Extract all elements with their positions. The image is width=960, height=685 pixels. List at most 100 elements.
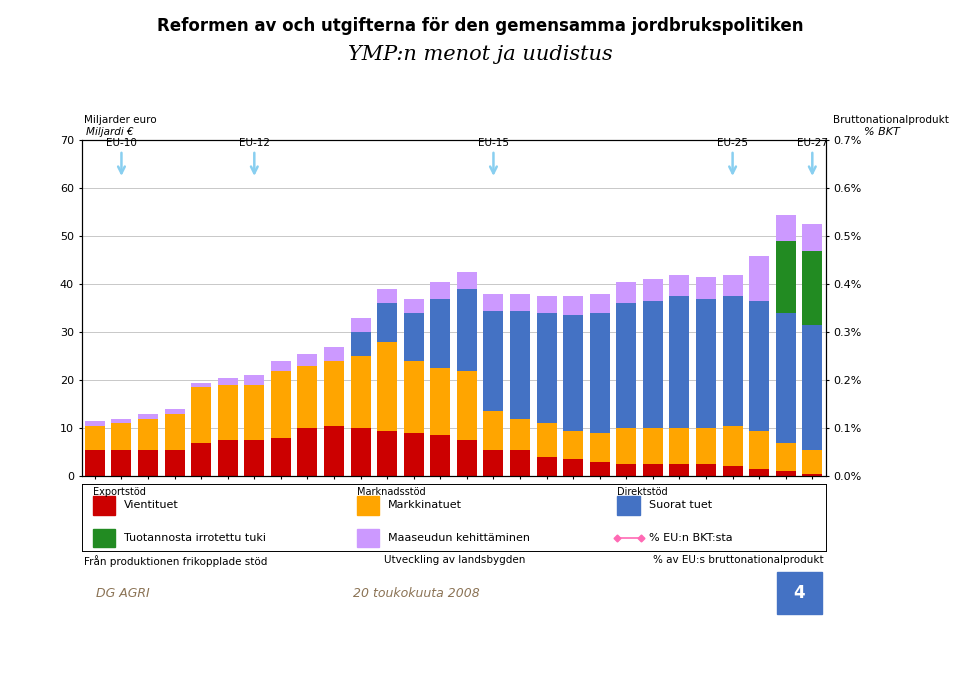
Bar [218,378,238,385]
Bar [93,496,115,514]
Text: YMP:n menot ja uudistus: YMP:n menot ja uudistus [348,45,612,64]
Bar [164,409,184,414]
Bar [749,301,769,431]
Text: Direktstöd: Direktstöd [617,487,668,497]
Bar [669,428,689,464]
Text: EU-10: EU-10 [106,138,137,148]
Bar [510,294,530,311]
Bar [696,277,716,299]
Bar [350,356,371,428]
Bar [537,297,557,313]
Bar [616,464,636,476]
Bar [537,423,557,457]
Text: 4: 4 [794,584,805,602]
Text: Utveckling av landsbygden: Utveckling av landsbygden [384,555,525,565]
Bar [803,474,823,476]
Bar [776,471,796,476]
Bar [643,428,662,464]
Text: Från produktionen frikopplade stöd: Från produktionen frikopplade stöd [84,555,268,566]
Bar [324,361,344,426]
Bar [164,450,184,476]
Bar [404,299,423,313]
Bar [776,215,796,241]
Bar [357,529,379,547]
Bar [723,275,743,297]
Text: EU-12: EU-12 [239,138,270,148]
Bar [778,572,822,614]
Text: % EU:n BKT:sta: % EU:n BKT:sta [649,533,732,543]
Bar [430,299,450,369]
Bar [749,431,769,469]
Bar [271,361,291,371]
Bar [218,440,238,476]
Bar [776,241,796,313]
Text: Vientituet: Vientituet [124,500,179,510]
Bar [669,464,689,476]
Bar [564,297,583,316]
Bar [510,419,530,450]
Bar [776,313,796,443]
Bar [696,428,716,464]
Bar [537,313,557,423]
Text: Markkinatuet: Markkinatuet [388,500,462,510]
Bar [457,289,477,371]
Text: Maaseudun kehittäminen: Maaseudun kehittäminen [388,533,530,543]
Bar [84,426,105,450]
Bar [357,496,379,514]
Bar [377,289,397,303]
Bar [430,282,450,299]
Bar [616,428,636,464]
Text: Reformen av och utgifterna för den gemensamma jordbrukspolitiken: Reformen av och utgifterna för den gemen… [156,17,804,35]
Bar [643,279,662,301]
Bar [696,299,716,428]
Bar [564,316,583,431]
Bar [723,466,743,476]
Bar [245,385,264,440]
Bar [510,450,530,476]
Bar [377,342,397,431]
Bar [430,369,450,436]
Bar [589,433,610,462]
Bar [617,496,639,514]
Bar [324,347,344,361]
Bar [749,256,769,301]
Text: Bruttonationalprodukt: Bruttonationalprodukt [833,114,949,125]
Bar [298,428,318,476]
Bar [164,414,184,450]
Bar [589,294,610,313]
Bar [616,282,636,303]
Bar [803,225,823,251]
Bar [138,414,158,419]
Bar [669,297,689,428]
Bar [723,297,743,426]
Bar [457,371,477,440]
Text: 20 toukokuuta 2008: 20 toukokuuta 2008 [353,587,480,599]
Bar [271,371,291,438]
Bar [643,301,662,428]
Bar [484,311,503,411]
Bar [350,332,371,356]
Bar [643,464,662,476]
Bar [589,313,610,433]
Bar [457,440,477,476]
Bar [138,450,158,476]
Bar [84,450,105,476]
Bar [776,443,796,471]
Bar [138,419,158,450]
Text: EU-15: EU-15 [478,138,509,148]
Bar [191,443,211,476]
Bar [404,313,423,361]
Bar [457,273,477,289]
Bar [298,354,318,366]
Bar [298,366,318,428]
Text: Tuotannosta irrotettu tuki: Tuotannosta irrotettu tuki [124,533,266,543]
Text: DG AGRI: DG AGRI [96,587,150,599]
Bar [111,450,132,476]
Text: Miljarder euro: Miljarder euro [84,114,157,125]
Bar [484,450,503,476]
Bar [245,375,264,385]
Bar [723,426,743,466]
Bar [537,457,557,476]
Bar [484,294,503,311]
Bar [404,433,423,476]
